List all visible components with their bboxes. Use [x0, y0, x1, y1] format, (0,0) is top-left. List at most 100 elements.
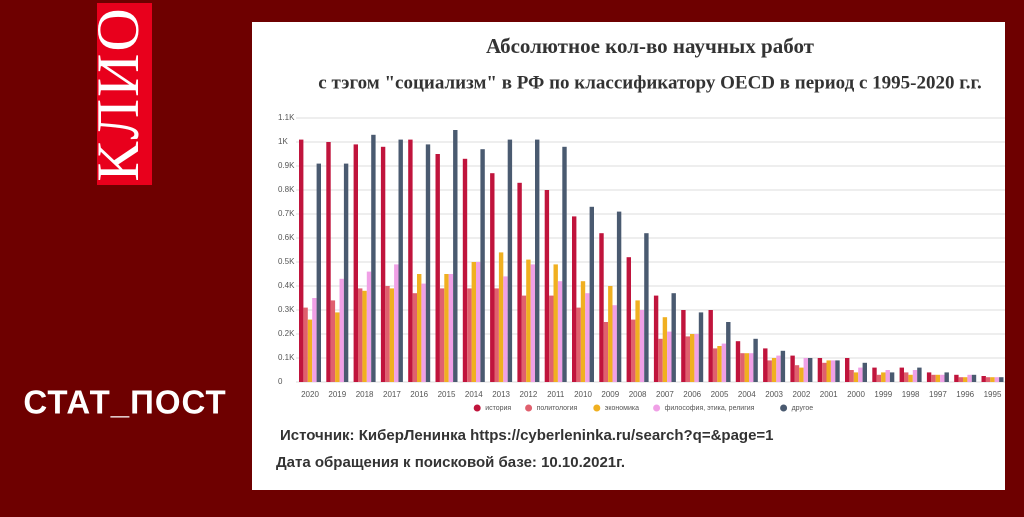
bar — [544, 190, 550, 382]
bar — [471, 262, 476, 382]
bar — [549, 295, 554, 382]
bar — [712, 348, 718, 382]
bar — [394, 264, 399, 382]
x-tick-label: 2020 — [301, 390, 319, 399]
bar — [767, 360, 772, 382]
bar — [526, 259, 531, 382]
bar — [535, 139, 540, 382]
bar — [658, 338, 663, 382]
panel — [252, 22, 1005, 490]
bar — [994, 377, 1000, 382]
bar — [881, 372, 886, 382]
bar — [662, 317, 668, 382]
bar — [557, 281, 563, 382]
y-tick-label: 0.2K — [278, 329, 295, 338]
bar — [904, 372, 909, 382]
bar — [817, 358, 823, 382]
bar — [476, 262, 481, 382]
logo-box — [97, 3, 152, 185]
bar — [530, 264, 535, 382]
bar — [635, 300, 640, 382]
x-tick-label: 2012 — [520, 390, 538, 399]
bar — [330, 300, 336, 382]
bar — [908, 374, 913, 382]
bar — [639, 310, 645, 382]
bar — [803, 358, 808, 382]
bar — [425, 144, 431, 382]
bar — [985, 377, 991, 382]
note: Дата обращения к поисковой базе: 10.10.2… — [276, 454, 625, 471]
bar — [917, 367, 922, 382]
x-tick-label: 2003 — [765, 390, 783, 399]
y-tick-label: 0.9K — [278, 161, 295, 170]
bar — [735, 341, 741, 382]
bar — [326, 142, 331, 382]
note: Источник: КиберЛенинка https://cyberleni… — [280, 427, 774, 444]
x-tick-label: 2008 — [629, 390, 647, 399]
bar — [631, 319, 636, 382]
x-tick-label: 2002 — [793, 390, 811, 399]
bar — [572, 216, 577, 382]
legend-label: история — [485, 405, 511, 412]
y-tick-label: 1.1K — [278, 113, 295, 122]
x-tick-label: 2004 — [738, 390, 756, 399]
x-tick-label: 2013 — [492, 390, 510, 399]
legend-swatch — [525, 404, 533, 412]
bar — [435, 154, 440, 382]
y-tick-label: 0.1K — [278, 353, 295, 362]
bar — [776, 355, 781, 382]
bar — [698, 312, 704, 382]
x-tick-label: 2011 — [547, 390, 565, 399]
x-tick-label: 2019 — [328, 390, 346, 399]
bar — [771, 358, 777, 382]
bar — [580, 281, 586, 382]
bar — [343, 163, 349, 382]
bar — [876, 374, 882, 382]
x-tick-label: 2015 — [438, 390, 456, 399]
legend-swatch — [780, 404, 788, 412]
bar — [480, 149, 485, 382]
bar — [439, 288, 445, 382]
bar — [721, 343, 727, 382]
bar — [935, 374, 941, 382]
bar — [963, 377, 968, 382]
legend-label: философия, этика, религия — [665, 405, 755, 412]
bar — [944, 372, 949, 382]
bar — [931, 374, 936, 382]
x-tick-label: 1998 — [902, 390, 920, 399]
bar — [971, 374, 977, 382]
bar — [444, 274, 449, 382]
bar — [708, 310, 713, 382]
bar — [940, 374, 945, 382]
x-tick-label: 2009 — [601, 390, 619, 399]
bar — [999, 377, 1004, 382]
bar — [498, 252, 504, 382]
bar — [794, 365, 800, 382]
bar — [467, 288, 472, 382]
x-tick-label: 2007 — [656, 390, 674, 399]
bar — [494, 288, 499, 382]
bar — [521, 295, 527, 382]
x-tick-label: 1995 — [984, 390, 1002, 399]
bar — [780, 350, 786, 382]
bar — [726, 322, 731, 382]
bar — [763, 348, 768, 382]
bar — [912, 370, 918, 382]
chart-title: Абсолютное кол-во научных работ — [486, 34, 815, 58]
bar — [389, 288, 395, 382]
chart-title: с тэгом "социализм" в РФ по классификато… — [318, 72, 981, 93]
bar — [503, 276, 508, 382]
bar — [753, 338, 758, 382]
y-tick-label: 0.3K — [278, 305, 295, 314]
bar — [576, 307, 581, 382]
bar — [335, 312, 340, 382]
bar — [358, 288, 363, 382]
legend-swatch — [473, 404, 481, 412]
x-tick-label: 2010 — [574, 390, 592, 399]
bar — [671, 293, 676, 382]
bar — [644, 233, 649, 382]
x-tick-label: 2001 — [820, 390, 838, 399]
bar — [589, 206, 594, 382]
legend-swatch — [593, 404, 601, 412]
